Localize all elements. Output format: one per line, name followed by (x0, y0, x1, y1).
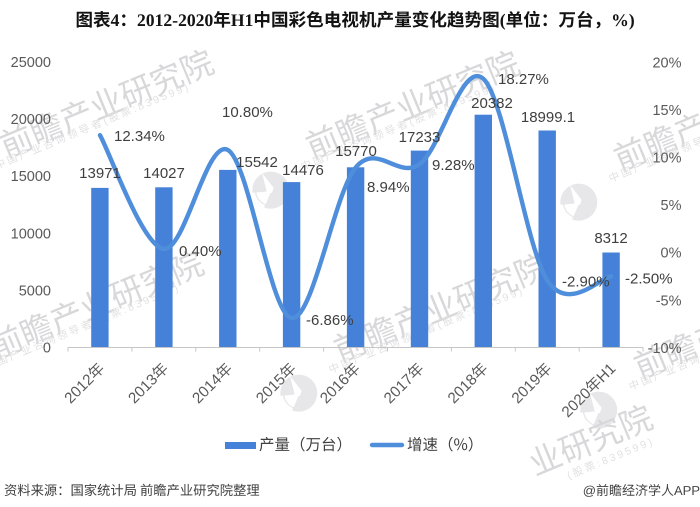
svg-text:14027: 14027 (143, 165, 185, 182)
svg-text:15770: 15770 (335, 143, 377, 160)
svg-text:18999.1: 18999.1 (521, 109, 575, 126)
svg-text:-10%: -10% (648, 341, 682, 357)
svg-text:9.28%: 9.28% (432, 157, 475, 174)
svg-text:20000: 20000 (11, 112, 51, 128)
svg-text:8312: 8312 (594, 230, 627, 247)
svg-text:0: 0 (43, 341, 51, 357)
svg-text:-6.86%: -6.86% (306, 312, 354, 329)
svg-text:5000: 5000 (19, 283, 51, 299)
svg-text:18.27%: 18.27% (498, 71, 549, 88)
svg-text:20%: 20% (652, 55, 681, 71)
svg-text:15542: 15542 (236, 154, 278, 171)
svg-text:10000: 10000 (11, 226, 51, 242)
svg-text:-2.50%: -2.50% (625, 271, 673, 288)
svg-text:-2.90%: -2.90% (562, 274, 610, 291)
svg-text:0%: 0% (661, 246, 682, 262)
svg-text:12.34%: 12.34% (114, 128, 165, 145)
svg-text:15%: 15% (652, 103, 681, 119)
svg-text:0.40%: 0.40% (179, 243, 222, 260)
svg-text:5%: 5% (661, 198, 682, 214)
svg-text:10.80%: 10.80% (222, 104, 273, 121)
svg-text:10%: 10% (652, 151, 681, 167)
svg-text:-5%: -5% (656, 293, 682, 309)
svg-text:17233: 17233 (399, 129, 441, 146)
svg-text:14476: 14476 (282, 162, 324, 179)
svg-text:15000: 15000 (11, 169, 51, 185)
svg-text:20382: 20382 (471, 95, 513, 112)
svg-text:8.94%: 8.94% (367, 179, 410, 196)
svg-text:25000: 25000 (11, 55, 51, 71)
svg-text:13971: 13971 (79, 165, 121, 182)
